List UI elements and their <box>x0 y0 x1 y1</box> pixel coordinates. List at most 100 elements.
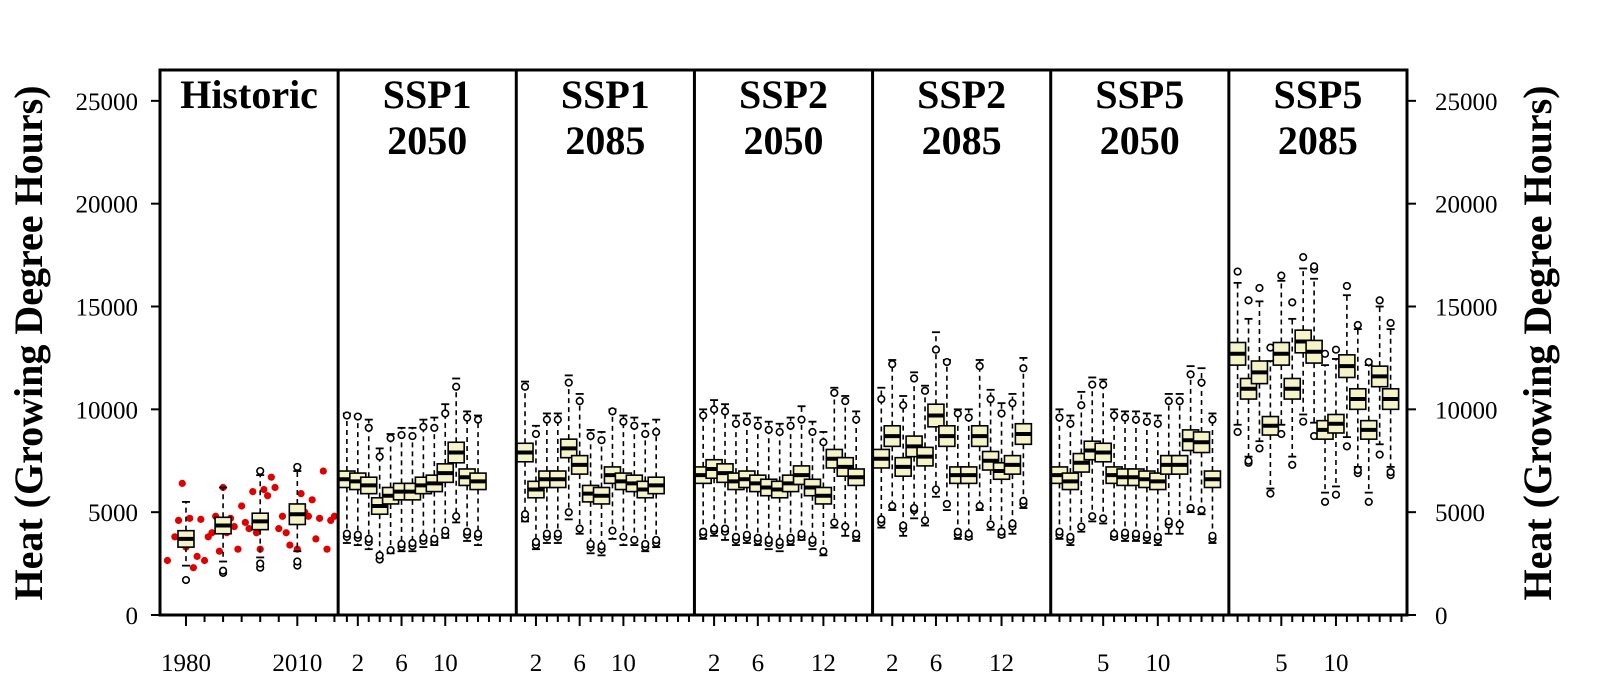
observed-point <box>186 514 194 522</box>
box <box>1261 343 1280 498</box>
outlier <box>342 411 351 420</box>
outlier <box>1008 519 1017 528</box>
observed-point <box>330 512 339 520</box>
outlier <box>641 429 650 439</box>
outlier <box>1342 442 1351 451</box>
box <box>1192 367 1211 516</box>
outlier <box>1233 267 1242 276</box>
x-tick-label: 1980 <box>161 650 211 677</box>
outlier <box>753 421 762 430</box>
panel-title-line: SSP1 <box>383 72 472 117</box>
outlier <box>910 503 919 513</box>
box <box>214 486 232 577</box>
observed-point <box>297 490 305 498</box>
outlier <box>1208 531 1217 540</box>
box <box>1305 262 1323 441</box>
outlier <box>553 529 562 538</box>
outlier <box>1055 527 1064 536</box>
observed-point <box>197 515 205 523</box>
outlier <box>986 394 995 404</box>
outlier <box>975 501 984 511</box>
observed-point <box>304 512 313 520</box>
x-tick-label: 2 <box>708 650 721 677</box>
observed-point <box>171 533 179 541</box>
outlier <box>619 417 628 426</box>
outlier <box>1164 517 1173 526</box>
outlier <box>630 535 639 545</box>
outlier <box>964 529 973 538</box>
box <box>592 431 611 557</box>
outlier <box>1099 514 1108 523</box>
box <box>1250 283 1269 453</box>
outlier <box>786 533 795 542</box>
outlier <box>1019 364 1028 373</box>
outlier <box>553 415 562 424</box>
box <box>177 500 195 585</box>
box <box>905 371 923 520</box>
box <box>894 395 912 537</box>
observed-point <box>245 525 253 533</box>
outlier <box>1233 427 1242 437</box>
outlier <box>1153 532 1162 541</box>
observed-point <box>208 529 216 537</box>
box <box>251 466 270 572</box>
box <box>403 426 422 553</box>
box <box>447 377 465 524</box>
outlier <box>1342 281 1351 291</box>
outlier <box>931 485 941 494</box>
outlier <box>1110 411 1119 420</box>
outlier <box>1175 520 1184 529</box>
outlier <box>1375 450 1384 459</box>
panel-title-line: SSP5 <box>1273 72 1362 117</box>
outlier <box>1353 465 1362 475</box>
outlier <box>1331 490 1341 499</box>
outlier <box>652 535 661 545</box>
outlier <box>1008 399 1017 408</box>
outlier <box>608 407 617 416</box>
outlier <box>1175 397 1184 406</box>
outlier <box>597 542 606 551</box>
x-tick-label: 5 <box>1097 650 1110 677</box>
outlier <box>256 559 265 568</box>
outlier <box>652 427 661 437</box>
outlier <box>364 534 373 544</box>
outlier <box>1131 529 1141 538</box>
outlier <box>630 421 639 430</box>
outlier <box>731 532 741 541</box>
box <box>814 431 833 557</box>
outlier <box>1153 419 1162 428</box>
outlier <box>1110 529 1119 538</box>
outlier <box>1320 497 1330 506</box>
y-axis-title-right: Heat (Growing Degree Hours) <box>1515 85 1560 600</box>
outlier <box>841 397 850 406</box>
outlier <box>375 452 384 461</box>
outlier <box>1088 512 1097 521</box>
observed-point <box>308 496 316 504</box>
x-tick-label: 2 <box>530 650 543 677</box>
outlier <box>720 524 730 533</box>
outlier <box>1131 415 1141 424</box>
box <box>559 374 578 521</box>
outlier <box>1255 444 1264 453</box>
outlier <box>342 529 351 538</box>
outlier <box>786 421 795 430</box>
box <box>1316 349 1334 506</box>
outlier <box>293 462 302 472</box>
outlier <box>1364 497 1373 506</box>
box <box>288 462 307 570</box>
box <box>705 399 723 537</box>
x-tick-label: 6 <box>573 650 586 677</box>
observed-point <box>312 535 320 543</box>
outlier <box>1364 357 1373 367</box>
y-tick-label-left: 5000 <box>88 500 138 527</box>
outlier <box>986 520 995 529</box>
outlier <box>531 537 541 547</box>
outlier <box>441 526 450 535</box>
outlier <box>1066 532 1075 541</box>
y-tick-label-left: 0 <box>126 603 139 630</box>
box <box>1228 267 1247 437</box>
outlier <box>877 515 886 524</box>
